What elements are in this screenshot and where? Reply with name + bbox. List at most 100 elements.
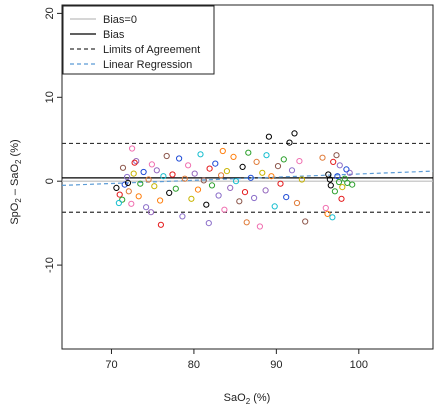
data-point (125, 188, 132, 195)
x-axis-label-sub: 2 (246, 397, 251, 406)
data-point (322, 204, 329, 212)
data-point (334, 173, 341, 180)
x-axis-label-main: SaO (224, 392, 246, 404)
data-point (326, 176, 333, 183)
data-point (223, 168, 230, 175)
data-point (157, 197, 164, 204)
data-point (206, 165, 213, 172)
data-point (302, 218, 309, 225)
data-point (130, 170, 137, 177)
data-point (169, 171, 176, 178)
legend-label-limits-of-agreement: Limits of Agreement (103, 44, 200, 56)
y-tick-label: 20 (44, 7, 56, 19)
y-axis-label-part-2: – SaO (9, 164, 21, 199)
legend-label-linear-regression: Linear Regression (103, 59, 192, 71)
chart-legend: Bias=0 Bias Limits of Agreement Linear R… (62, 5, 215, 75)
data-point (339, 184, 346, 191)
plot-frame (61, 4, 434, 350)
data-point (329, 214, 336, 221)
data-point (115, 199, 123, 207)
data-point (349, 181, 356, 188)
data-point (286, 139, 293, 146)
data-point (243, 219, 250, 226)
data-point (291, 130, 298, 137)
data-point (298, 176, 305, 183)
data-point (153, 167, 160, 174)
data-point (296, 158, 303, 165)
data-point (335, 178, 343, 186)
data-point (135, 193, 142, 200)
data-point (319, 154, 326, 161)
data-point (131, 159, 138, 166)
data-point (230, 153, 237, 160)
data-point (245, 149, 252, 156)
data-point (172, 185, 179, 192)
legend-box (62, 5, 215, 75)
data-point (128, 200, 135, 207)
data-point (129, 145, 136, 152)
data-point (200, 177, 207, 184)
data-point (336, 162, 343, 169)
data-point (271, 203, 278, 210)
data-point (256, 223, 263, 230)
data-point (143, 204, 150, 211)
data-point (343, 166, 350, 173)
data-point (145, 176, 152, 183)
data-point (346, 169, 353, 176)
data-point (280, 156, 287, 163)
legend-label-bias-zero: Bias=0 (103, 14, 137, 26)
data-point (236, 198, 243, 205)
data-point (194, 186, 202, 193)
data-point (232, 178, 240, 185)
data-point (140, 168, 147, 176)
y-tick-label: 0 (44, 178, 56, 184)
data-point (262, 187, 269, 194)
data-point (215, 192, 222, 199)
regression-line (61, 170, 434, 186)
data-point (124, 173, 131, 181)
y-axis-label-part-1: 2 (14, 198, 23, 203)
y-axis-label-part-3: 2 (14, 159, 23, 164)
data-point (160, 173, 167, 180)
data-point (113, 184, 120, 191)
data-point (203, 201, 210, 208)
data-point (274, 163, 282, 170)
y-tick-label: -10 (44, 257, 56, 273)
y-axis-ticks: -10 0 10 20 (44, 7, 62, 273)
y-axis-label-part-0: SpO (9, 202, 21, 224)
data-point (212, 160, 219, 167)
legend-label-bias: Bias (103, 29, 125, 41)
data-point (116, 191, 123, 198)
x-tick-label: 100 (350, 359, 368, 371)
x-tick-label: 90 (270, 359, 282, 371)
data-point (147, 209, 155, 216)
data-point (327, 182, 334, 189)
data-points (113, 130, 356, 230)
data-point (259, 169, 266, 176)
data-point (221, 206, 228, 213)
x-tick-label: 70 (105, 359, 117, 371)
data-point (179, 213, 186, 220)
data-point (148, 161, 155, 168)
x-axis-ticks: 70 80 90 100 (105, 349, 368, 371)
data-point (119, 164, 127, 171)
data-point (330, 158, 337, 165)
data-point (338, 195, 345, 202)
data-point (185, 162, 192, 169)
data-point (268, 173, 275, 180)
data-point (191, 170, 198, 177)
data-point (124, 179, 132, 186)
data-point (251, 194, 258, 202)
data-point (247, 174, 254, 181)
data-point (241, 189, 249, 196)
data-point (331, 188, 338, 195)
data-point (133, 158, 140, 165)
data-point (288, 167, 296, 174)
y-tick-label: 10 (44, 91, 56, 103)
data-point (239, 163, 246, 170)
data-point (151, 183, 158, 190)
data-point (188, 195, 195, 202)
data-point (324, 210, 331, 217)
data-point (181, 175, 188, 182)
